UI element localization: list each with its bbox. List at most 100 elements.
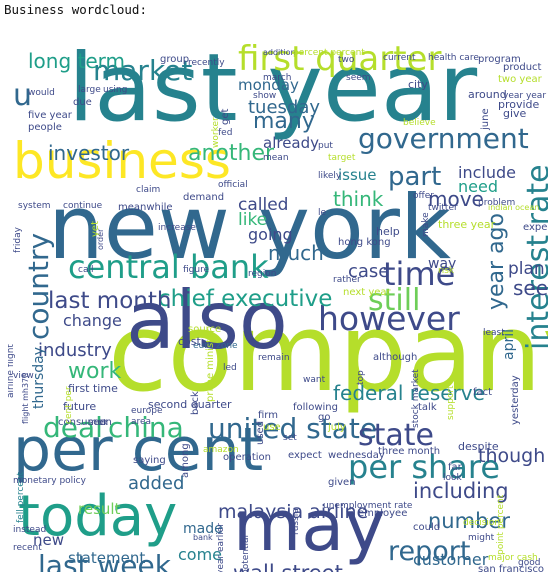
word-think: think	[333, 187, 384, 211]
word-target: target	[328, 153, 356, 163]
word-around: around	[468, 88, 507, 101]
word-country: country	[22, 233, 55, 340]
word-malaysia-airline: malaysia airline	[218, 501, 368, 523]
word-back: back	[190, 391, 201, 415]
word-make: make	[421, 212, 431, 237]
word-per-cent: per cent	[13, 415, 263, 485]
word-june: june	[480, 108, 491, 131]
word-yesterday: yesterday	[510, 375, 521, 425]
word-see: see	[513, 276, 548, 300]
word-euro-zone: euro zone	[193, 341, 238, 351]
word-come: come	[178, 545, 222, 564]
word-used: used	[255, 421, 266, 445]
word-however: however	[318, 299, 460, 338]
word-april: april	[501, 329, 517, 360]
word-change: change	[63, 311, 122, 330]
word-year-year: year year	[503, 91, 546, 101]
word-recently: recently	[188, 58, 225, 68]
word-expected: expected	[523, 222, 548, 233]
word-federal-reserve: federal reserve	[333, 381, 485, 405]
word-look: look	[443, 473, 463, 483]
word-mean: mean	[263, 153, 289, 163]
word-report: report	[388, 536, 470, 567]
word-going: going	[248, 225, 293, 244]
word-health-care: health care	[428, 53, 479, 63]
word-could: could	[413, 522, 440, 533]
word-system: system	[18, 201, 51, 211]
word-employee: employee	[358, 508, 407, 519]
word-last-year: last year	[68, 34, 477, 143]
word-call: call	[78, 265, 93, 275]
word-seem: seem	[346, 73, 371, 83]
word-friday: friday	[13, 226, 23, 253]
word-hong-kong: hong kong	[338, 237, 391, 248]
word-operation: operation	[223, 452, 271, 463]
word-next-year: next year	[343, 287, 392, 298]
word-tuesday: tuesday	[248, 97, 320, 118]
word-added: added	[128, 473, 184, 494]
word-indian-ocean: indian ocean	[488, 203, 539, 212]
word-instead: instead	[13, 525, 46, 535]
word-investor: investor	[48, 141, 130, 165]
word-monetary-policy: monetary policy	[13, 476, 87, 486]
word-year-earlier: year earlier	[216, 523, 226, 572]
word-consumer: consumer	[58, 417, 108, 428]
word-among: among	[180, 443, 191, 478]
word-march: march	[263, 73, 291, 83]
word-time: time	[383, 255, 455, 293]
word-china: china	[108, 411, 184, 444]
word-offer: offer	[413, 191, 434, 201]
word-many: many	[253, 109, 315, 134]
word-five-year: five year	[28, 110, 73, 121]
word-new: new	[33, 531, 64, 549]
word-area: area	[131, 417, 151, 427]
word-thursday: thursday	[31, 347, 47, 409]
word-expect: expect	[288, 450, 322, 461]
word-point-percent: point percent	[496, 494, 506, 555]
word-yet: yet	[90, 221, 101, 237]
word-order: order	[96, 228, 105, 250]
word-increase: increase	[158, 223, 196, 233]
word-product: product	[503, 62, 542, 73]
word-saying: saying	[133, 455, 166, 466]
word-prime-minister: prime minister	[205, 328, 216, 402]
word-bank: bank	[193, 533, 213, 542]
word-fell-percent: fell percent	[16, 471, 26, 523]
word-san-francisco: san francisco	[478, 564, 544, 572]
word-company: company	[108, 291, 548, 416]
word-two-year: two year	[498, 74, 543, 85]
word-least: least	[483, 328, 505, 338]
word-result: result	[78, 500, 121, 518]
word-program: program	[478, 54, 521, 65]
word-potential: potential	[241, 535, 251, 572]
word-use: use	[263, 422, 281, 433]
word-following: following	[293, 402, 338, 413]
word-central-bank: central bank	[68, 248, 269, 286]
word-good: good	[518, 558, 540, 568]
word-percent-percent: percent percent	[293, 48, 365, 58]
word-u: u	[13, 78, 32, 113]
word-go: go	[318, 412, 330, 423]
word-last-week: last week	[38, 549, 172, 572]
word-plan: plan	[508, 259, 545, 279]
word-decision: decision	[463, 518, 500, 528]
word-figure: figure	[183, 265, 210, 275]
word-customer: customer	[413, 550, 489, 569]
word-put: put	[318, 141, 333, 151]
word-give: give	[503, 107, 527, 120]
word-source: source	[188, 324, 221, 335]
word-led: led	[223, 363, 237, 373]
word-united-state: united state	[208, 412, 377, 445]
word-three-month: three month	[378, 446, 440, 457]
word-monday: monday	[238, 76, 299, 94]
word-given: given	[328, 477, 356, 488]
word-might: might	[468, 533, 495, 543]
word-show: show	[253, 91, 276, 101]
word-may: may	[233, 485, 386, 567]
word-second-quarter: second quarter	[148, 398, 232, 411]
word-major-cash: major cash	[488, 553, 538, 563]
word-wednesday: wednesday	[328, 450, 385, 461]
word-stock-market: stock market	[411, 369, 421, 428]
word-issue: issue	[338, 166, 377, 184]
